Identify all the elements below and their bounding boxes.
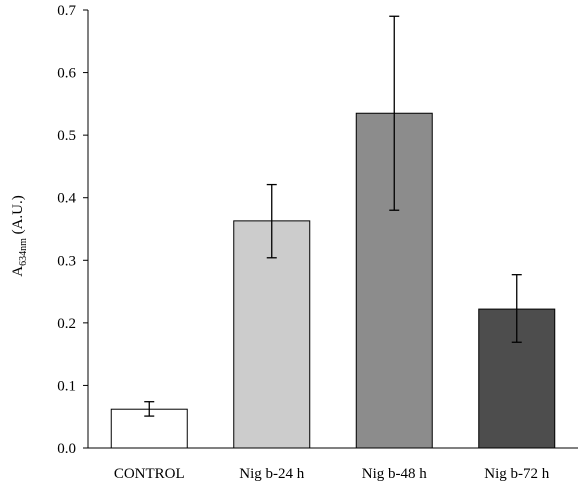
x-category-label-3: Nig b-72 h [484, 466, 549, 482]
y-axis-label-subscript: 634nm [18, 238, 29, 266]
y-tick-label-6: 0.6 [57, 66, 76, 82]
y-tick-label-7: 0.7 [57, 3, 76, 19]
y-tick-label-3: 0.3 [57, 253, 76, 269]
bar-2 [355, 112, 433, 449]
plot-area: 0.0 0.1 0.2 0.3 0.4 0.5 0.6 0.7 CONTROL Nig b-24 … [57, 3, 578, 482]
y-tick-label-5: 0.5 [57, 128, 76, 144]
y-axis-label-suffix: (A.U.) [10, 195, 26, 238]
x-category-label-0: CONTROL [114, 466, 185, 482]
y-tick-label-2: 0.2 [57, 316, 76, 332]
x-category-label-1: Nig b-24 h [239, 466, 304, 482]
y-axis-label: A634nm (A.U.) [10, 195, 29, 277]
bar-1 [233, 220, 311, 449]
y-tick-label-1: 0.1 [57, 378, 76, 394]
y-tick-label-4: 0.4 [57, 191, 76, 207]
x-category-label-2: Nig b-48 h [362, 466, 427, 482]
y-tick-label-0: 0.0 [57, 441, 76, 457]
y-axis-label-main: A [10, 266, 26, 277]
